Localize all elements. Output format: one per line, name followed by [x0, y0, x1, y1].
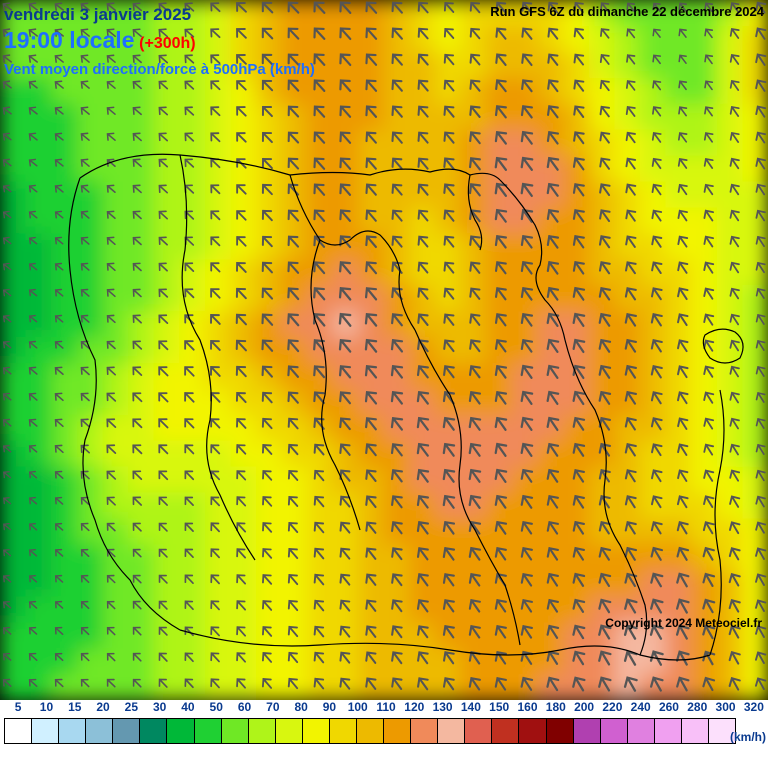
legend-swatch: [411, 719, 438, 743]
legend-swatch: [438, 719, 465, 743]
legend-label: 60: [230, 700, 258, 718]
legend-label: 25: [117, 700, 145, 718]
forecast-parameter: Vent moyen direction/force à 500hPa (km/…: [4, 60, 315, 80]
forecast-time: 19:00 locale: [4, 27, 134, 53]
legend-swatch: [249, 719, 276, 743]
legend: 5101520253040506070809010011012013014015…: [0, 700, 768, 768]
legend-label: 130: [428, 700, 456, 718]
legend-label: 70: [259, 700, 287, 718]
legend-swatch: [628, 719, 655, 743]
map-container: vendredi 3 janvier 2025 19:00 locale (+3…: [0, 0, 768, 768]
legend-unit: (km/h): [730, 730, 766, 744]
legend-swatch: [59, 719, 86, 743]
legend-label: 80: [287, 700, 315, 718]
legend-label: 150: [485, 700, 513, 718]
legend-swatch: [655, 719, 682, 743]
legend-label: 300: [711, 700, 739, 718]
legend-swatch: [547, 719, 574, 743]
wind-map: vendredi 3 janvier 2025 19:00 locale (+3…: [0, 0, 768, 700]
legend-swatch: [86, 719, 113, 743]
legend-label: 90: [315, 700, 343, 718]
legend-swatch: [195, 719, 222, 743]
legend-label: 200: [570, 700, 598, 718]
legend-swatch: [167, 719, 194, 743]
legend-swatch: [276, 719, 303, 743]
legend-label: 120: [400, 700, 428, 718]
legend-swatch: [357, 719, 384, 743]
legend-label: 180: [542, 700, 570, 718]
legend-swatch: [32, 719, 59, 743]
legend-label: 280: [683, 700, 711, 718]
legend-label: 100: [344, 700, 372, 718]
legend-swatch: [303, 719, 330, 743]
legend-swatch: [682, 719, 709, 743]
legend-label: 50: [202, 700, 230, 718]
legend-swatch: [465, 719, 492, 743]
legend-label: 160: [513, 700, 541, 718]
legend-swatch: [222, 719, 249, 743]
legend-label: 40: [174, 700, 202, 718]
legend-label: 15: [61, 700, 89, 718]
legend-swatch: [519, 719, 546, 743]
legend-label: 10: [32, 700, 60, 718]
legend-label: 20: [89, 700, 117, 718]
legend-label: 110: [372, 700, 400, 718]
region-borders: [0, 0, 768, 700]
legend-label: 260: [655, 700, 683, 718]
forecast-header: vendredi 3 janvier 2025 19:00 locale (+3…: [4, 4, 315, 79]
legend-swatch: [574, 719, 601, 743]
legend-swatch: [113, 719, 140, 743]
legend-label: 5: [4, 700, 32, 718]
forecast-date: vendredi 3 janvier 2025: [4, 5, 191, 24]
legend-swatch: [5, 719, 32, 743]
legend-swatch: [492, 719, 519, 743]
model-run-info: Run GFS 6Z du dimanche 22 décembre 2024: [490, 4, 764, 19]
legend-label: 320: [740, 700, 768, 718]
forecast-hours: (+300h): [139, 35, 195, 52]
copyright: Copyright 2024 Meteociel.fr: [605, 616, 762, 630]
legend-color-bar: [4, 718, 736, 744]
legend-label: 30: [145, 700, 173, 718]
legend-swatch: [140, 719, 167, 743]
legend-labels: 5101520253040506070809010011012013014015…: [0, 700, 768, 718]
legend-label: 240: [627, 700, 655, 718]
legend-label: 220: [598, 700, 626, 718]
legend-swatch: [601, 719, 628, 743]
legend-swatch: [330, 719, 357, 743]
legend-label: 140: [457, 700, 485, 718]
legend-swatch: [384, 719, 411, 743]
